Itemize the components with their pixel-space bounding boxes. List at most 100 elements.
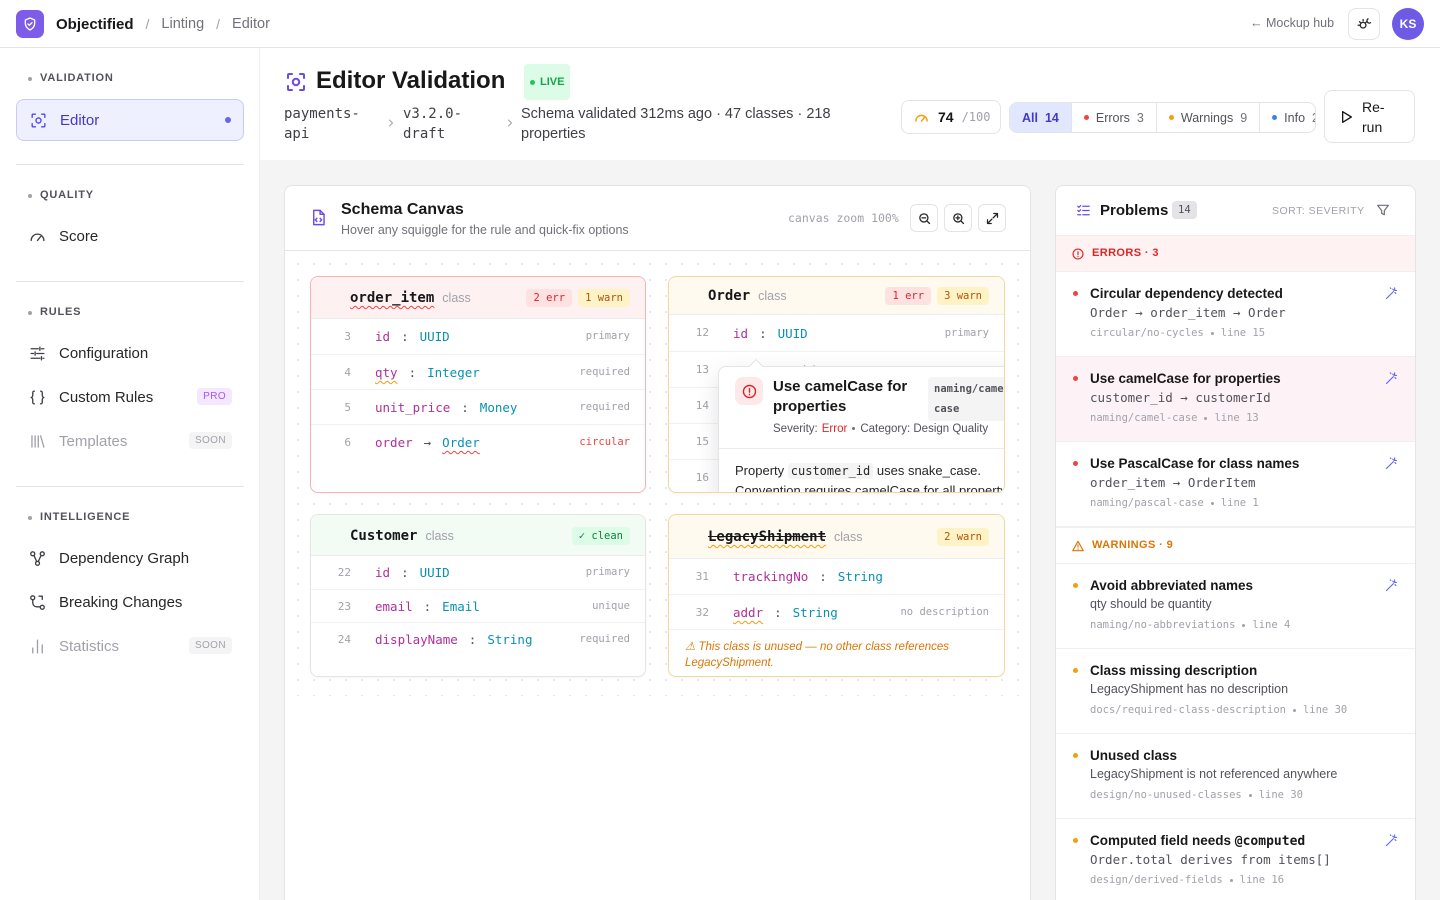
icon	[30, 346, 45, 361]
problem-item[interactable]: Avoid abbreviated names qty should be qua…	[1056, 564, 1415, 649]
line-number: 24	[337, 633, 351, 646]
problems-count: 14	[1172, 201, 1197, 219]
nav-label: Breaking Changes	[59, 594, 183, 611]
field-separator: :	[468, 632, 477, 647]
quick-fix[interactable]	[1384, 578, 1399, 593]
divider	[285, 250, 1030, 251]
section-dot	[28, 311, 32, 315]
filter-button[interactable]	[1375, 202, 1391, 218]
separator-dot	[1229, 878, 1233, 882]
icon	[915, 114, 928, 122]
sidebar: VALIDATION Editor QUALITY Score RULES Configu…	[0, 48, 260, 900]
nav-item[interactable]: Configuration	[16, 333, 244, 375]
canvas-button[interactable]	[978, 204, 1006, 232]
group-header: WARNINGS · 9	[1056, 527, 1415, 564]
filter-count: 3	[1136, 110, 1144, 125]
issue-badge: 1 err	[885, 287, 932, 305]
field-separator: :	[819, 569, 827, 584]
nav-badge: PRO	[197, 388, 232, 405]
field: id: UUID	[733, 315, 808, 351]
canvas-button[interactable]	[944, 204, 972, 232]
quick-fix[interactable]	[1384, 833, 1399, 848]
filter-tab[interactable]: Info 2	[1259, 103, 1315, 132]
field-row: 24 displayName: String required	[311, 622, 645, 655]
sort-label[interactable]: SORT: SEVERITY	[1272, 205, 1365, 217]
group-icon	[1071, 247, 1085, 261]
nav-item[interactable]: Dependency Graph	[16, 538, 244, 580]
nav-item[interactable]: Editor	[16, 99, 244, 141]
score-max: /100	[961, 110, 991, 124]
field-note: primary	[585, 330, 630, 342]
nav-badge: SOON	[188, 432, 232, 449]
field-note: no description	[900, 606, 989, 618]
title-text: Use PascalCase for class names	[1090, 456, 1300, 471]
filter-tab[interactable]: Warnings 9	[1155, 103, 1259, 132]
nav-item[interactable]: Breaking Changes	[16, 582, 244, 624]
quick-fix[interactable]	[1384, 286, 1399, 301]
field-name: displayName	[375, 632, 458, 647]
quick-fix[interactable]	[1384, 371, 1399, 386]
logo	[16, 10, 44, 38]
filter-tab[interactable]: Errors 3	[1070, 103, 1156, 132]
problem-item[interactable]: Computed field needs @computed Order.tota…	[1056, 819, 1415, 900]
group-icon	[1071, 539, 1085, 553]
rule-id: naming/pascal-case	[1090, 497, 1204, 509]
nav-item[interactable]: Templates SOON	[16, 421, 244, 463]
problem-title: Avoid abbreviated names	[1090, 578, 1253, 593]
class-card: Customer class ✓ clean 22 id: UUID primary 23 em…	[310, 514, 646, 677]
icon-shape	[954, 214, 964, 224]
icon-shape	[1077, 204, 1090, 216]
problem-detail: order_item → OrderItem	[1090, 475, 1256, 490]
field-separator: :	[774, 605, 782, 620]
hub-link[interactable]: ← Mockup hub	[1250, 16, 1335, 30]
nav-icon	[29, 111, 48, 130]
avatar[interactable]: KS	[1392, 8, 1424, 40]
title-text: Class missing description	[1090, 663, 1258, 678]
breadcrumb-separator	[146, 16, 150, 32]
problem-detail: qty should be quantity	[1090, 597, 1212, 611]
problem-title: Circular dependency detected	[1090, 286, 1283, 301]
issue-badge: ✓ clean	[571, 526, 630, 545]
breadcrumb-item[interactable]: Editor	[232, 16, 270, 32]
field-type: Order	[442, 435, 480, 450]
problem-item[interactable]: Use camelCase for properties customer_id …	[1056, 357, 1415, 442]
rerun-button[interactable]: Re-run	[1324, 90, 1415, 143]
nav-item[interactable]: Statistics SOON	[16, 626, 244, 668]
quick-fix[interactable]	[1384, 456, 1399, 471]
body-text: Property	[735, 463, 785, 478]
tooltip-title: Use camelCase for properties	[773, 378, 908, 415]
icon	[1385, 287, 1398, 300]
field-name: qty	[375, 365, 398, 380]
line-number: 14	[695, 399, 709, 412]
section-title: INTELLIGENCE	[40, 511, 131, 523]
field-row: 23 email: Email unique	[311, 589, 645, 622]
canvas-button[interactable]	[910, 204, 938, 232]
nav-icon	[28, 593, 47, 612]
field-name: email	[375, 599, 413, 614]
nav-label: Configuration	[59, 345, 149, 362]
class-name-wrap: order_item	[350, 290, 434, 306]
line-number: 16	[695, 471, 709, 484]
class-name: Customer	[350, 527, 418, 544]
nav-item[interactable]: Custom Rules PRO	[16, 377, 244, 419]
field-row: 31 trackingNo: String	[669, 559, 1004, 594]
breadcrumb-item[interactable]: Linting	[161, 16, 205, 32]
problem-item[interactable]: Unused class LegacyShipment is not refere…	[1056, 734, 1415, 819]
icon-shape	[314, 209, 325, 223]
theme-toggle[interactable]	[1348, 8, 1380, 40]
problem-item[interactable]: Use PascalCase for class names order_item…	[1056, 442, 1415, 527]
line-number: 12	[695, 326, 709, 339]
icon-shape	[1072, 540, 1084, 552]
icon-shape	[313, 209, 325, 226]
problem-item[interactable]: Circular dependency detected Order → orde…	[1056, 272, 1415, 357]
filter-label: Info	[1284, 110, 1306, 125]
nav-label: Templates	[59, 433, 128, 450]
summary: Schema validated 312ms ago · 47 classes …	[521, 106, 831, 142]
class-card: LegacyShipment class 2 warn 31 trackingNo: St…	[668, 514, 1005, 677]
icon	[31, 435, 45, 448]
problem-item[interactable]: Class missing description LegacyShipment …	[1056, 649, 1415, 734]
nav-item[interactable]: Score	[16, 216, 244, 258]
filter-tab[interactable]: All 14	[1010, 103, 1071, 132]
field: order → Order	[375, 425, 480, 460]
